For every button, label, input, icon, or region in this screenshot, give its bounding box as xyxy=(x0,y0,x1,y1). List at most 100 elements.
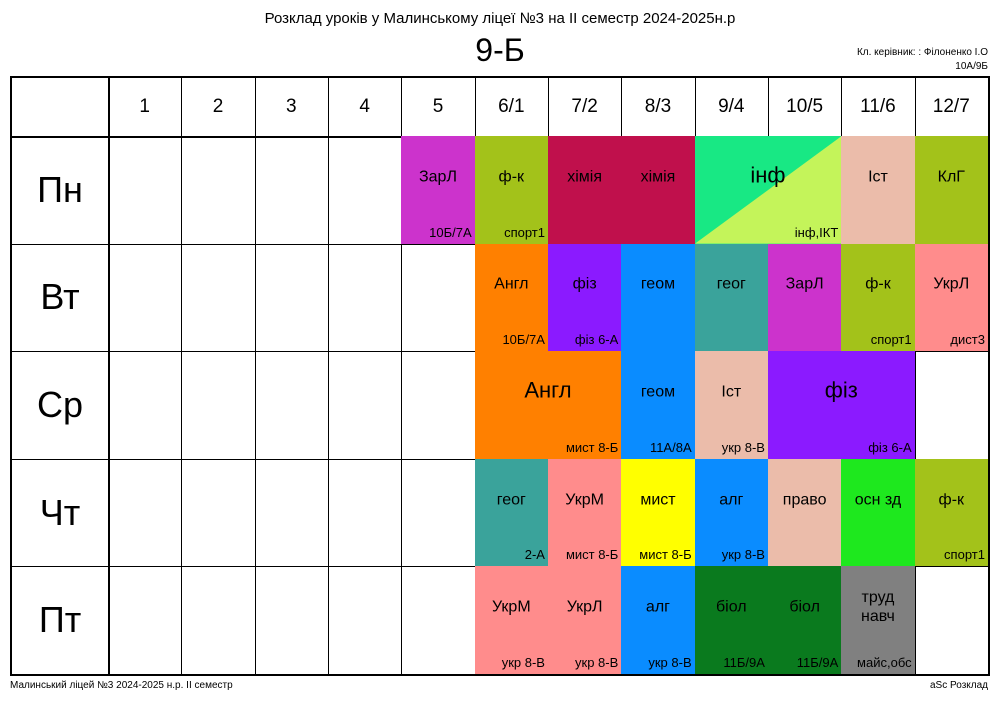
lesson-room: 11Б/9А xyxy=(796,654,839,670)
lesson-cell[interactable]: алг укр 8-В xyxy=(621,566,696,675)
period-header: 10/5 xyxy=(786,96,824,117)
day-header: Пт xyxy=(38,599,82,641)
lesson-cell[interactable]: геог 2-А xyxy=(474,458,549,568)
lesson-subject: труд навч xyxy=(861,589,895,626)
lesson-cell[interactable]: Англ 10Б/7А xyxy=(474,243,549,353)
period-header: 7/2 xyxy=(571,96,598,117)
lesson-subject: біол xyxy=(789,598,820,616)
period-header: 2 xyxy=(212,96,224,117)
lesson-room: 11Б/9А xyxy=(723,654,765,670)
lesson-room: фіз 6-А xyxy=(868,439,912,455)
period-header: 11/6 xyxy=(860,96,896,117)
lesson-room: мист 8-Б xyxy=(565,439,619,455)
timetable-grid: 1 2 3 4 5 6/1 7/2 8/3 9/4 10/5 11/6 12/7 Пн Вт Ср Чт Пт З… xyxy=(10,76,990,676)
lesson-cell[interactable]: алг укр 8-В xyxy=(694,458,769,568)
lesson-room: укр 8-В xyxy=(648,654,692,670)
grid-line-vertical xyxy=(181,78,183,674)
lesson-cell[interactable]: інф інф,ІКТ xyxy=(694,136,843,245)
lesson-cell[interactable]: геом xyxy=(621,243,696,353)
lesson-subject: геог xyxy=(716,275,746,293)
lesson-cell[interactable]: осн зд xyxy=(841,458,916,568)
lesson-room: спорт1 xyxy=(944,547,985,563)
lesson-subject: геом xyxy=(640,275,676,293)
lesson-subject: мист xyxy=(640,491,676,509)
lesson-subject: біол xyxy=(715,598,747,616)
class-name: 9-Б xyxy=(475,32,525,68)
lesson-subject: УкрЛ xyxy=(933,275,970,293)
lesson-cell[interactable]: хімія xyxy=(547,136,623,245)
diagonal-split xyxy=(694,136,842,244)
period-header: 12/7 xyxy=(932,96,970,117)
lesson-cell[interactable]: ф-к спорт1 xyxy=(841,243,916,353)
lesson-subject: ЗарЛ xyxy=(785,275,824,293)
grid-line-vertical xyxy=(401,78,403,674)
schedule-title: Розклад уроків у Малинському ліцеї №3 на… xyxy=(264,10,736,27)
lesson-subject: хімія xyxy=(567,168,603,186)
lesson-cell[interactable]: фіз фіз 6-А xyxy=(767,351,916,460)
lesson-room: майс,обс xyxy=(857,654,912,670)
lesson-cell[interactable]: геом 11А/8А xyxy=(621,351,696,460)
lesson-cell[interactable]: геог xyxy=(694,243,769,353)
lesson-subject: Іст xyxy=(868,168,888,186)
day-header: Ср xyxy=(36,383,84,425)
footer-school: Малинський ліцей №3 2024-2025 н.р. II се… xyxy=(10,680,233,691)
lesson-subject: ЗарЛ xyxy=(418,168,457,186)
lesson-cell[interactable]: УкрМ мист 8-Б xyxy=(547,458,623,568)
lesson-cell[interactable]: УкрЛ дист3 xyxy=(914,243,989,353)
lesson-subject: Англ xyxy=(524,377,572,403)
footer-app: aSc Розклад xyxy=(930,680,988,691)
day-header: Вт xyxy=(40,276,80,318)
lesson-room: фіз 6-А xyxy=(574,332,619,348)
lesson-room: мист 8-Б xyxy=(639,547,692,563)
lesson-cell[interactable]: біол 11Б/9А xyxy=(767,566,843,675)
lesson-subject: геог xyxy=(496,491,526,509)
lesson-cell[interactable]: хімія xyxy=(621,136,696,245)
lesson-cell[interactable]: фіз фіз 6-А xyxy=(547,243,623,353)
lesson-cell[interactable]: мист мист 8-Б xyxy=(621,458,696,568)
period-header: 4 xyxy=(359,96,370,117)
period-header: 6/1 xyxy=(498,96,525,117)
lesson-cell[interactable]: біол 11Б/9А xyxy=(694,566,769,675)
lesson-room: спорт1 xyxy=(870,332,912,348)
grid-line-vertical xyxy=(327,78,329,674)
lesson-subject: право xyxy=(782,491,827,509)
period-header: 8/3 xyxy=(644,96,672,117)
lesson-subject: геом xyxy=(640,383,676,401)
lesson-cell[interactable]: Іст укр 8-В xyxy=(694,351,769,460)
grid-line-vertical xyxy=(254,78,256,674)
lesson-room: укр 8-В xyxy=(721,547,765,563)
lesson-subject: інф xyxy=(750,162,786,188)
lesson-cell[interactable]: труд навч майс,обс xyxy=(841,566,916,675)
lesson-subject: УкрЛ xyxy=(566,598,603,616)
lesson-subject: УкрМ xyxy=(565,491,604,509)
lesson-cell[interactable]: УкрМ укр 8-В xyxy=(474,566,549,675)
lesson-room: інф,ІКТ xyxy=(794,224,839,240)
lesson-cell[interactable]: Іст xyxy=(841,136,916,245)
lesson-subject: фіз xyxy=(824,377,858,403)
lesson-subject: алг xyxy=(645,598,670,616)
period-header: 3 xyxy=(286,96,297,117)
lesson-subject: ф-к xyxy=(938,491,965,509)
lesson-cell[interactable]: Англ мист 8-Б xyxy=(474,351,623,460)
lesson-cell[interactable]: ф-к спорт1 xyxy=(474,136,549,245)
lesson-subject: КлГ xyxy=(937,168,965,186)
lesson-room: 10Б/7А xyxy=(502,332,545,348)
lesson-subject: осн зд xyxy=(854,491,902,509)
class-teacher: Кл. керівник: : Філоненко І.О 10А/9Б xyxy=(857,46,988,74)
lesson-cell[interactable]: ф-к спорт1 xyxy=(914,458,989,568)
lesson-room: укр 8-В xyxy=(575,654,619,670)
class-teacher-name: Кл. керівник: : Філоненко І.О xyxy=(856,47,988,58)
lesson-room: укр 8-В xyxy=(501,654,545,670)
lesson-cell[interactable]: право xyxy=(767,458,843,568)
lesson-cell[interactable]: УкрЛ укр 8-В xyxy=(547,566,623,675)
period-header: 1 xyxy=(139,96,150,117)
lesson-room: спорт1 xyxy=(504,224,545,240)
lesson-subject: алг xyxy=(719,491,744,509)
lesson-cell[interactable]: ЗарЛ xyxy=(767,243,843,353)
day-header: Чт xyxy=(39,491,81,533)
lesson-cell[interactable]: КлГ xyxy=(914,136,989,245)
lesson-cell[interactable]: ЗарЛ 10Б/7А xyxy=(401,136,476,245)
lesson-room: 11А/8А xyxy=(649,439,692,455)
lesson-subject: фіз xyxy=(572,275,597,293)
lesson-subject: УкрМ xyxy=(491,598,531,616)
